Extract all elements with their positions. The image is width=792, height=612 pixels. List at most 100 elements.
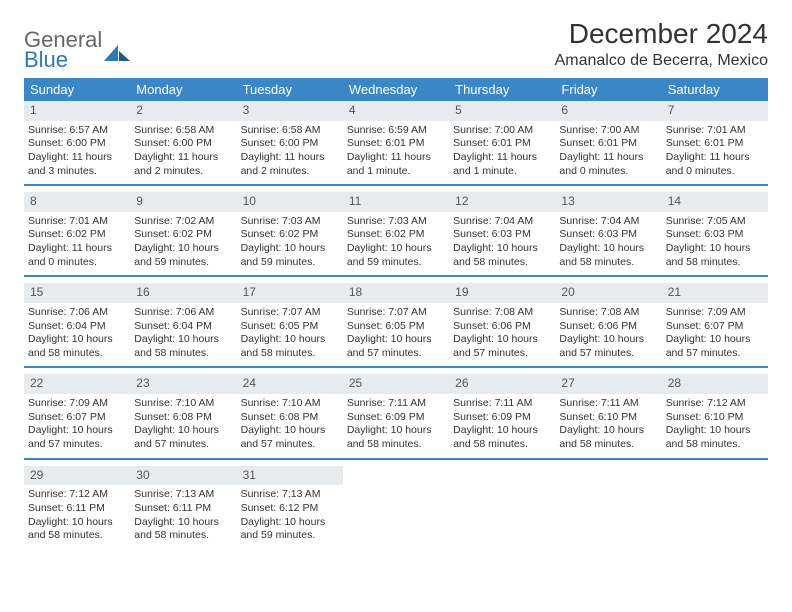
daylight-text: Daylight: 10 hours and 58 minutes. bbox=[241, 333, 339, 360]
day-cell: 18Sunrise: 7:07 AMSunset: 6:05 PMDayligh… bbox=[343, 283, 449, 366]
day-number: 28 bbox=[662, 374, 768, 394]
daylight-text: Daylight: 11 hours and 0 minutes. bbox=[559, 151, 657, 178]
sunset-text: Sunset: 6:00 PM bbox=[28, 137, 126, 151]
day-cell: 5Sunrise: 7:00 AMSunset: 6:01 PMDaylight… bbox=[449, 101, 555, 184]
day-header: Friday bbox=[555, 78, 661, 101]
sunrise-text: Sunrise: 7:11 AM bbox=[347, 397, 445, 411]
day-number: 27 bbox=[555, 374, 661, 394]
daylight-text: Daylight: 11 hours and 1 minute. bbox=[453, 151, 551, 178]
sunrise-text: Sunrise: 6:57 AM bbox=[28, 124, 126, 138]
day-number: 19 bbox=[449, 283, 555, 303]
day-number: 1 bbox=[24, 101, 130, 121]
daylight-text: Daylight: 11 hours and 2 minutes. bbox=[241, 151, 339, 178]
day-header-row: Sunday Monday Tuesday Wednesday Thursday… bbox=[24, 78, 768, 101]
sunset-text: Sunset: 6:03 PM bbox=[559, 228, 657, 242]
sunrise-text: Sunrise: 7:11 AM bbox=[559, 397, 657, 411]
sunset-text: Sunset: 6:11 PM bbox=[28, 502, 126, 516]
daylight-text: Daylight: 10 hours and 59 minutes. bbox=[241, 516, 339, 543]
title-block: December 2024 Amanalco de Becerra, Mexic… bbox=[555, 18, 768, 70]
day-number: 24 bbox=[237, 374, 343, 394]
daylight-text: Daylight: 10 hours and 57 minutes. bbox=[241, 424, 339, 451]
daylight-text: Daylight: 10 hours and 59 minutes. bbox=[241, 242, 339, 269]
sunset-text: Sunset: 6:04 PM bbox=[134, 320, 232, 334]
sunset-text: Sunset: 6:01 PM bbox=[453, 137, 551, 151]
sunrise-text: Sunrise: 7:12 AM bbox=[666, 397, 764, 411]
day-cell: 22Sunrise: 7:09 AMSunset: 6:07 PMDayligh… bbox=[24, 374, 130, 457]
day-cell: 1 Sunrise: 6:57 AMSunset: 6:00 PMDaylight… bbox=[24, 101, 130, 184]
sunrise-text: Sunrise: 7:03 AM bbox=[241, 215, 339, 229]
sunset-text: Sunset: 6:12 PM bbox=[241, 502, 339, 516]
sunrise-text: Sunrise: 7:09 AM bbox=[666, 306, 764, 320]
sunset-text: Sunset: 6:08 PM bbox=[241, 411, 339, 425]
sunrise-text: Sunrise: 6:58 AM bbox=[241, 124, 339, 138]
day-number: 20 bbox=[555, 283, 661, 303]
sunset-text: Sunset: 6:10 PM bbox=[559, 411, 657, 425]
sunrise-text: Sunrise: 7:13 AM bbox=[241, 488, 339, 502]
sunrise-text: Sunrise: 7:10 AM bbox=[241, 397, 339, 411]
day-number: 4 bbox=[343, 101, 449, 121]
sunrise-text: Sunrise: 7:07 AM bbox=[241, 306, 339, 320]
daylight-text: Daylight: 10 hours and 58 minutes. bbox=[347, 424, 445, 451]
sunrise-text: Sunrise: 7:06 AM bbox=[134, 306, 232, 320]
calendar: Sunday Monday Tuesday Wednesday Thursday… bbox=[24, 78, 768, 549]
sunset-text: Sunset: 6:02 PM bbox=[347, 228, 445, 242]
day-cell: 9Sunrise: 7:02 AMSunset: 6:02 PMDaylight… bbox=[130, 192, 236, 275]
day-number: 5 bbox=[449, 101, 555, 121]
day-cell: 28Sunrise: 7:12 AMSunset: 6:10 PMDayligh… bbox=[662, 374, 768, 457]
sunrise-text: Sunrise: 7:01 AM bbox=[28, 215, 126, 229]
day-number: 21 bbox=[662, 283, 768, 303]
week-row: 1Sunrise: 6:57 AMSunset: 6:00 PMDaylight… bbox=[24, 101, 768, 186]
sunrise-text: Sunrise: 7:04 AM bbox=[559, 215, 657, 229]
sunrise-text: Sunrise: 7:08 AM bbox=[559, 306, 657, 320]
day-header: Tuesday bbox=[237, 78, 343, 101]
day-number: 10 bbox=[237, 192, 343, 212]
day-number: 15 bbox=[24, 283, 130, 303]
day-cell: 15Sunrise: 7:06 AMSunset: 6:04 PMDayligh… bbox=[24, 283, 130, 366]
day-header: Sunday bbox=[24, 78, 130, 101]
sunset-text: Sunset: 6:09 PM bbox=[347, 411, 445, 425]
sunset-text: Sunset: 6:05 PM bbox=[241, 320, 339, 334]
sunset-text: Sunset: 6:02 PM bbox=[134, 228, 232, 242]
daylight-text: Daylight: 11 hours and 3 minutes. bbox=[28, 151, 126, 178]
sunset-text: Sunset: 6:09 PM bbox=[453, 411, 551, 425]
sunrise-text: Sunrise: 7:05 AM bbox=[666, 215, 764, 229]
day-cell: 6Sunrise: 7:00 AMSunset: 6:01 PMDaylight… bbox=[555, 101, 661, 184]
week-row: 29Sunrise: 7:12 AMSunset: 6:11 PMDayligh… bbox=[24, 466, 768, 549]
sunset-text: Sunset: 6:07 PM bbox=[28, 411, 126, 425]
daylight-text: Daylight: 10 hours and 57 minutes. bbox=[28, 424, 126, 451]
sunset-text: Sunset: 6:02 PM bbox=[28, 228, 126, 242]
day-cell: 23Sunrise: 7:10 AMSunset: 6:08 PMDayligh… bbox=[130, 374, 236, 457]
sunset-text: Sunset: 6:08 PM bbox=[134, 411, 232, 425]
sunset-text: Sunset: 6:06 PM bbox=[453, 320, 551, 334]
day-cell: 20Sunrise: 7:08 AMSunset: 6:06 PMDayligh… bbox=[555, 283, 661, 366]
day-cell: 3Sunrise: 6:58 AMSunset: 6:00 PMDaylight… bbox=[237, 101, 343, 184]
sunset-text: Sunset: 6:00 PM bbox=[134, 137, 232, 151]
day-number: 30 bbox=[130, 466, 236, 486]
sunrise-text: Sunrise: 7:10 AM bbox=[134, 397, 232, 411]
sunset-text: Sunset: 6:03 PM bbox=[453, 228, 551, 242]
day-number: 18 bbox=[343, 283, 449, 303]
day-number: 7 bbox=[662, 101, 768, 121]
day-number: 29 bbox=[24, 466, 130, 486]
sunset-text: Sunset: 6:02 PM bbox=[241, 228, 339, 242]
week-row: 22Sunrise: 7:09 AMSunset: 6:07 PMDayligh… bbox=[24, 374, 768, 459]
daylight-text: Daylight: 10 hours and 58 minutes. bbox=[28, 333, 126, 360]
daylight-text: Daylight: 11 hours and 1 minute. bbox=[347, 151, 445, 178]
logo-sail-icon bbox=[104, 39, 130, 61]
day-number: 11 bbox=[343, 192, 449, 212]
sunset-text: Sunset: 6:10 PM bbox=[666, 411, 764, 425]
daylight-text: Daylight: 10 hours and 57 minutes. bbox=[559, 333, 657, 360]
day-cell: 11Sunrise: 7:03 AMSunset: 6:02 PMDayligh… bbox=[343, 192, 449, 275]
sunset-text: Sunset: 6:01 PM bbox=[666, 137, 764, 151]
day-number: 12 bbox=[449, 192, 555, 212]
day-header: Monday bbox=[130, 78, 236, 101]
sunset-text: Sunset: 6:05 PM bbox=[347, 320, 445, 334]
day-number: 23 bbox=[130, 374, 236, 394]
day-number: 14 bbox=[662, 192, 768, 212]
day-cell: 30Sunrise: 7:13 AMSunset: 6:11 PMDayligh… bbox=[130, 466, 236, 549]
sunrise-text: Sunrise: 7:00 AM bbox=[559, 124, 657, 138]
day-cell: 16Sunrise: 7:06 AMSunset: 6:04 PMDayligh… bbox=[130, 283, 236, 366]
weeks-container: 1Sunrise: 6:57 AMSunset: 6:00 PMDaylight… bbox=[24, 101, 768, 549]
day-number: 3 bbox=[237, 101, 343, 121]
day-number: 8 bbox=[24, 192, 130, 212]
